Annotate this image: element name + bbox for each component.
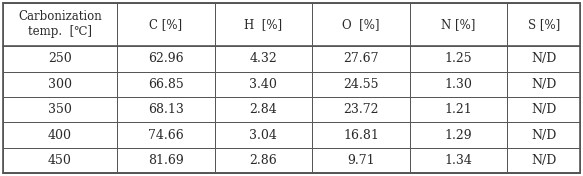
Text: 3.04: 3.04 [250,129,278,142]
Text: 300: 300 [48,78,72,91]
Bar [117,46,215,72]
Text: 23.72: 23.72 [343,103,379,116]
Text: 9.71: 9.71 [347,154,375,167]
Text: N/D: N/D [531,103,556,116]
Text: C [%]: C [%] [149,18,182,31]
Bar [410,148,507,173]
Text: 1.21: 1.21 [445,103,472,116]
Text: N/D: N/D [531,154,556,167]
Bar [3,148,117,173]
Text: 27.67: 27.67 [343,52,379,65]
Text: 62.96: 62.96 [148,52,184,65]
Text: 3.40: 3.40 [250,78,278,91]
Bar [312,3,410,46]
Text: 250: 250 [48,52,72,65]
Text: 2.86: 2.86 [250,154,278,167]
Text: 66.85: 66.85 [148,78,184,91]
Bar [215,97,312,122]
Text: 16.81: 16.81 [343,129,379,142]
Text: N [%]: N [%] [441,18,476,31]
Text: 1.25: 1.25 [445,52,472,65]
Text: H  [%]: H [%] [244,18,283,31]
Bar [410,122,507,148]
Bar [3,97,117,122]
Text: N/D: N/D [531,52,556,65]
Bar [117,97,215,122]
Bar [507,46,580,72]
Bar [410,46,507,72]
Bar [117,72,215,97]
Bar [312,72,410,97]
Bar [312,148,410,173]
Bar [3,3,117,46]
Bar [410,3,507,46]
Text: 74.66: 74.66 [148,129,184,142]
Text: 1.34: 1.34 [445,154,472,167]
Text: 81.69: 81.69 [148,154,184,167]
Text: O  [%]: O [%] [342,18,380,31]
Bar [410,97,507,122]
Text: N/D: N/D [531,78,556,91]
Bar [507,122,580,148]
Text: Carbonization
temp.  [℃]: Carbonization temp. [℃] [18,10,102,38]
Bar [507,3,580,46]
Bar [215,72,312,97]
Bar [507,97,580,122]
Text: 350: 350 [48,103,72,116]
Text: S [%]: S [%] [528,18,560,31]
Text: 400: 400 [48,129,72,142]
Text: 4.32: 4.32 [250,52,278,65]
Bar [117,122,215,148]
Bar [3,122,117,148]
Text: N/D: N/D [531,129,556,142]
Bar [312,122,410,148]
Bar [410,72,507,97]
Text: 24.55: 24.55 [343,78,379,91]
Bar [215,122,312,148]
Bar [215,148,312,173]
Bar [312,97,410,122]
Bar [507,72,580,97]
Text: 2.84: 2.84 [250,103,278,116]
Text: 450: 450 [48,154,72,167]
Text: 1.30: 1.30 [445,78,472,91]
Bar [3,46,117,72]
Bar [312,46,410,72]
Bar [215,3,312,46]
Bar [215,46,312,72]
Bar [117,148,215,173]
Bar [507,148,580,173]
Bar [3,72,117,97]
Text: 68.13: 68.13 [148,103,184,116]
Text: 1.29: 1.29 [445,129,472,142]
Bar [117,3,215,46]
